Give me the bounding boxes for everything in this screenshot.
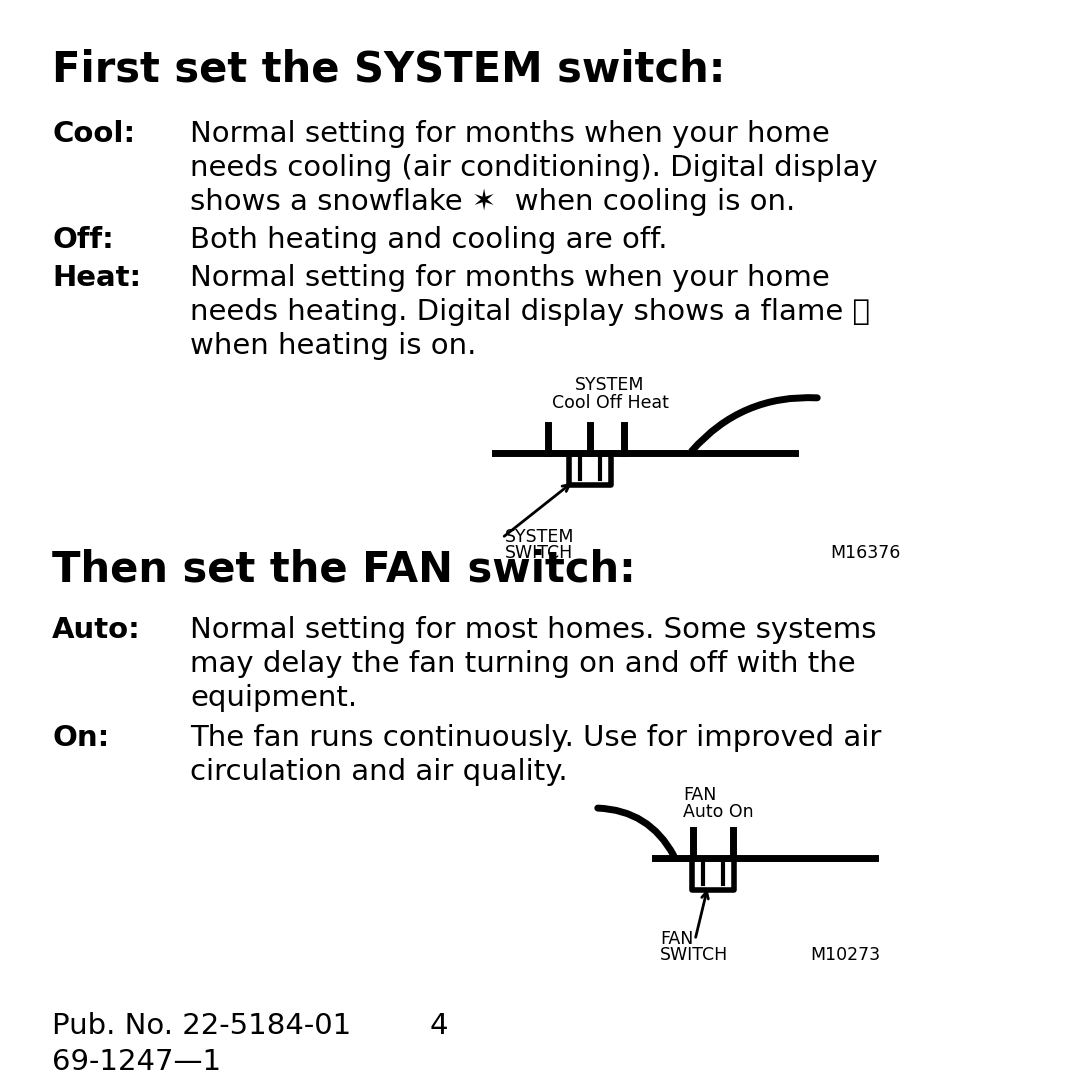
Text: Heat:: Heat: <box>52 264 141 292</box>
Text: Auto On: Auto On <box>683 804 754 821</box>
Text: The fan runs continuously. Use for improved air: The fan runs continuously. Use for impro… <box>190 724 881 752</box>
Text: SWITCH: SWITCH <box>505 544 573 562</box>
Text: Normal setting for months when your home: Normal setting for months when your home <box>190 120 829 148</box>
Text: Auto:: Auto: <box>52 616 140 644</box>
Text: needs heating. Digital display shows a flame 🔥: needs heating. Digital display shows a f… <box>190 298 870 326</box>
Text: SWITCH: SWITCH <box>660 946 728 964</box>
Text: Off:: Off: <box>52 226 113 254</box>
Text: when heating is on.: when heating is on. <box>190 332 476 360</box>
Text: FAN: FAN <box>660 930 693 948</box>
Text: First set the SYSTEM switch:: First set the SYSTEM switch: <box>52 48 726 90</box>
Text: Cool:: Cool: <box>52 120 135 148</box>
Text: SYSTEM: SYSTEM <box>576 376 645 394</box>
Text: FAN: FAN <box>683 786 716 804</box>
Text: 69-1247—1: 69-1247—1 <box>52 1048 221 1076</box>
Text: On:: On: <box>52 724 109 752</box>
Text: SYSTEM: SYSTEM <box>505 528 575 546</box>
Text: Normal setting for most homes. Some systems: Normal setting for most homes. Some syst… <box>190 616 877 644</box>
Text: Both heating and cooling are off.: Both heating and cooling are off. <box>190 226 667 254</box>
Text: Pub. No. 22-5184-01: Pub. No. 22-5184-01 <box>52 1012 351 1040</box>
Text: Cool Off Heat: Cool Off Heat <box>552 394 669 411</box>
Text: may delay the fan turning on and off with the: may delay the fan turning on and off wit… <box>190 650 855 678</box>
Text: needs cooling (air conditioning). Digital display: needs cooling (air conditioning). Digita… <box>190 154 878 183</box>
Text: M16376: M16376 <box>831 544 901 562</box>
Text: circulation and air quality.: circulation and air quality. <box>190 758 568 786</box>
Text: shows a snowflake ✶  when cooling is on.: shows a snowflake ✶ when cooling is on. <box>190 188 795 216</box>
Text: M10273: M10273 <box>810 946 880 964</box>
Text: Normal setting for months when your home: Normal setting for months when your home <box>190 264 829 292</box>
Text: equipment.: equipment. <box>190 684 357 712</box>
Text: Then set the FAN switch:: Then set the FAN switch: <box>52 548 636 590</box>
Text: 4: 4 <box>430 1012 448 1040</box>
